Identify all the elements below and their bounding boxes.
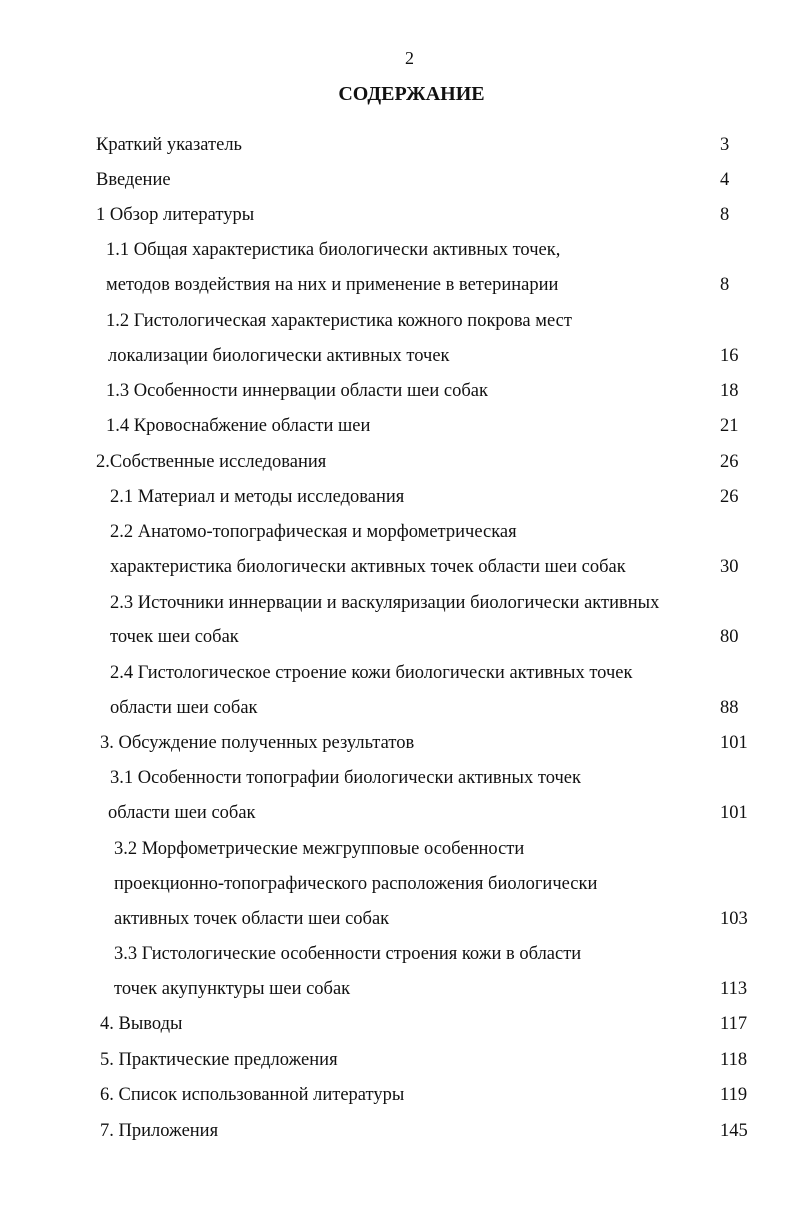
toc-entry-page: 8	[720, 205, 730, 225]
toc-entry-page: 145	[720, 1121, 748, 1141]
toc-entry-page: 26	[720, 487, 739, 507]
toc-entry-title: 3. Обсуждение полученных результатов	[100, 733, 415, 753]
toc-entry-page: 101	[720, 733, 748, 753]
toc-entry-title: 2.4 Гистологическое строение кожи биолог…	[110, 663, 633, 683]
toc-entry-title: 2.1 Материал и методы исследования	[110, 487, 405, 507]
toc-entry-title: 6. Список использованной литературы	[100, 1085, 405, 1105]
toc-entry-title: точек акупунктуры шеи собак	[114, 979, 351, 999]
toc-entry-page: 101	[720, 803, 748, 823]
toc-entry-page: 16	[720, 346, 739, 366]
toc-entry-page: 18	[720, 381, 739, 401]
toc-entry-page: 4	[720, 170, 730, 190]
toc-entry-title: 2.3 Источники иннервации и васкуляризаци…	[110, 593, 660, 613]
toc-entry-title: области шеи собак	[108, 803, 256, 823]
toc-entry-page: 26	[720, 452, 739, 472]
toc-entry-title: 4. Выводы	[100, 1014, 183, 1034]
toc-entry-title: 1.2 Гистологическая характеристика кожно…	[106, 311, 572, 331]
page-title: СОДЕРЖАНИЕ	[338, 83, 485, 105]
toc-entry-title: Введение	[96, 170, 171, 190]
toc-entry-title: 1 Обзор литературы	[96, 205, 255, 225]
toc-entry-title: локализации биологически активных точек	[108, 346, 450, 366]
toc-entry-title: 3.1 Особенности топографии биологически …	[110, 768, 581, 788]
toc-entry-title: Краткий указатель	[96, 135, 242, 155]
toc-entry-title: 1.1 Общая характеристика биологически ак…	[106, 240, 561, 260]
toc-entry-page: 8	[720, 275, 730, 295]
toc-entry-title: 1.4 Кровоснабжение области шеи	[106, 416, 371, 436]
toc-entry-page: 3	[720, 135, 730, 155]
toc-entry-title: методов воздействия на них и применение …	[106, 275, 559, 295]
toc-entry-title: характеристика биологически активных точ…	[110, 557, 626, 577]
toc-entry-page: 118	[720, 1050, 748, 1070]
toc-entry-title: активных точек области шеи собак	[114, 909, 390, 929]
toc-entry-title: 3.2 Морфометрические межгрупповые особен…	[114, 839, 525, 859]
toc-entry-title: 3.3 Гистологические особенности строения…	[114, 944, 582, 964]
toc-entry-page: 117	[720, 1014, 748, 1034]
toc-entry-title: точек шеи собак	[110, 627, 239, 647]
toc-entry-title: 2.2 Анатомо-топографическая и морфометри…	[110, 522, 517, 542]
toc-entry-page: 30	[720, 557, 739, 577]
toc-entry-page: 113	[720, 979, 748, 999]
toc-entry-page: 21	[720, 416, 739, 436]
toc-entry-page: 103	[720, 909, 748, 929]
toc-entry-title: 7. Приложения	[100, 1121, 219, 1141]
toc-entry-title: области шеи собак	[110, 698, 258, 718]
toc-entry-title: 5. Практические предложения	[100, 1050, 338, 1070]
toc-entry-title: проекционно-топографического расположени…	[114, 874, 598, 894]
toc-entry-title: 2.Собственные исследования	[96, 452, 327, 472]
toc-entry-title: 1.3 Особенности иннервации области шеи с…	[106, 381, 488, 401]
toc-entry-page: 80	[720, 627, 739, 647]
toc-entry-page: 119	[720, 1085, 748, 1105]
page-number: 2	[405, 48, 414, 68]
toc-entry-page: 88	[720, 698, 739, 718]
